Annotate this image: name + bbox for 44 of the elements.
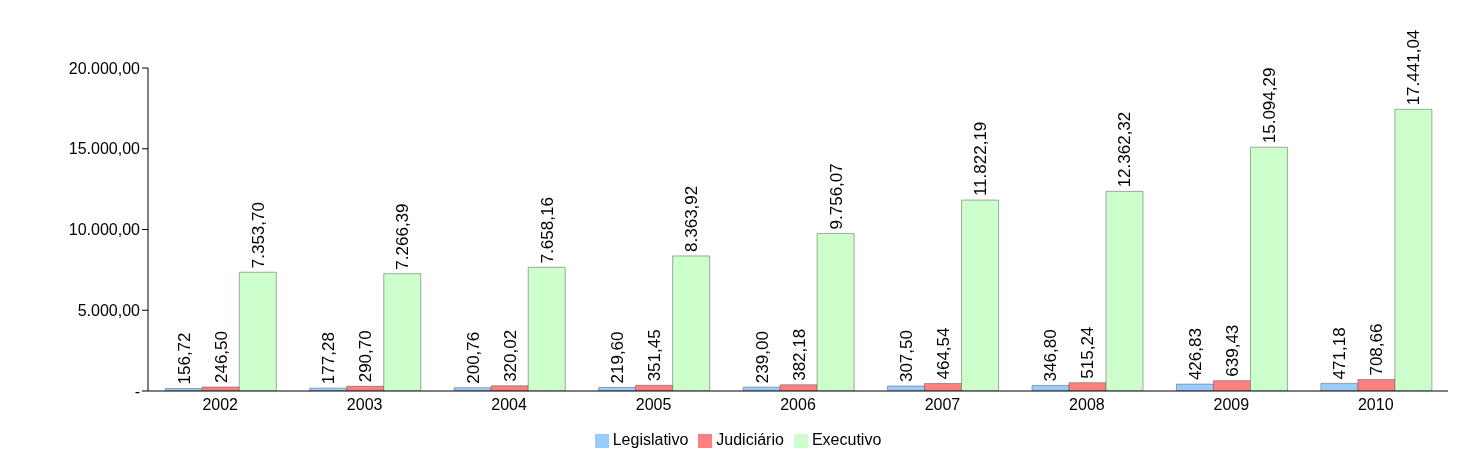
- data-label: 320,02: [500, 329, 520, 382]
- data-label: 11.822,19: [971, 121, 991, 197]
- data-label: 471,18: [1330, 327, 1350, 380]
- x-tick-label: 2003: [346, 396, 383, 414]
- x-tick-label: 2005: [635, 396, 672, 414]
- data-label: 426,83: [1185, 328, 1205, 381]
- data-label: 7.266,39: [393, 203, 413, 270]
- data-label: 17.441,04: [1404, 29, 1424, 106]
- data-label: 219,60: [608, 331, 628, 384]
- data-label: 639,43: [1222, 324, 1242, 377]
- x-tick-label: 2006: [780, 396, 816, 414]
- x-tick-label: 2009: [1213, 396, 1250, 414]
- x-tick-label: 2002: [202, 396, 239, 414]
- data-label: 7.353,70: [248, 202, 268, 269]
- y-tick-label: 5.000,00: [77, 301, 141, 319]
- y-tick-label: 20.000,00: [68, 59, 141, 77]
- data-label: 177,28: [319, 332, 339, 385]
- data-label: 12.362,32: [1115, 111, 1135, 188]
- data-label: 246,50: [211, 331, 231, 384]
- data-label: 7.658,16: [537, 197, 557, 264]
- data-label: 346,80: [1041, 329, 1061, 382]
- legend-label: Executivo: [811, 431, 882, 448]
- data-label: 307,50: [897, 330, 917, 383]
- data-label: 708,66: [1367, 323, 1387, 376]
- data-label: 156,72: [174, 332, 194, 385]
- data-label: 15.094,29: [1259, 67, 1279, 144]
- data-label: 290,70: [356, 330, 376, 383]
- legend-label: Judiciário: [716, 431, 784, 448]
- data-label: 200,76: [463, 331, 483, 384]
- data-label: 8.363,92: [682, 185, 702, 252]
- y-tick-label: -: [134, 382, 140, 400]
- legend-label: Legislativo: [612, 431, 689, 448]
- x-tick-label: 2008: [1069, 396, 1105, 414]
- data-label: 351,45: [645, 329, 665, 382]
- data-label: 464,54: [934, 327, 954, 380]
- data-label: 9.756,07: [826, 163, 846, 230]
- x-tick-label: 2010: [1357, 396, 1394, 414]
- y-tick-label: 10.000,00: [68, 221, 141, 239]
- x-tick-label: 2004: [491, 396, 528, 414]
- data-label: 239,00: [752, 331, 772, 384]
- x-tick-label: 2007: [924, 396, 961, 414]
- data-label: 382,18: [789, 328, 809, 381]
- data-label: 515,24: [1078, 326, 1098, 379]
- y-tick-label: 15.000,00: [68, 140, 141, 158]
